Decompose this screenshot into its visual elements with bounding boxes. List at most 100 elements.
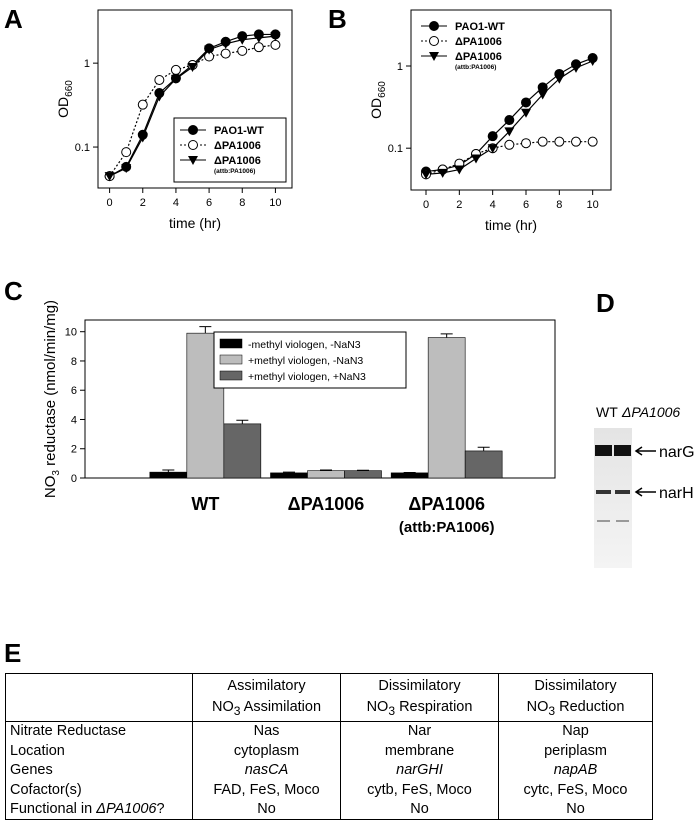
panel-label: E bbox=[4, 638, 21, 668]
gel-band bbox=[596, 490, 611, 494]
gel-band bbox=[597, 520, 610, 522]
x-tick-label: 8 bbox=[239, 197, 245, 209]
table-cell: Location bbox=[5, 741, 193, 761]
marker bbox=[521, 97, 531, 108]
gel: WT ΔPA1006 narG narH bbox=[594, 404, 695, 568]
gel-band bbox=[615, 490, 630, 494]
table-cell: membrane bbox=[340, 741, 499, 761]
marker bbox=[521, 138, 531, 149]
legend-label: ΔPA1006 bbox=[455, 51, 502, 63]
cell-text: Assimilation bbox=[240, 699, 322, 715]
marker bbox=[104, 172, 115, 182]
cell-text: nasCA bbox=[244, 762, 289, 779]
marker bbox=[188, 125, 198, 135]
y-axis-label: OD660 bbox=[368, 81, 388, 119]
legend-note: (attb:PA1006) bbox=[214, 168, 255, 175]
marker bbox=[237, 45, 248, 56]
table-cell: Nas bbox=[192, 721, 341, 742]
cell-text: cytc, FeS, Moco bbox=[523, 781, 628, 798]
series-line bbox=[425, 57, 593, 173]
cell-text: Functional in bbox=[10, 801, 97, 818]
cell-text: FAD, FeS, Moco bbox=[213, 781, 320, 798]
marker bbox=[137, 99, 148, 110]
table-cell: Genes bbox=[5, 760, 193, 781]
bar bbox=[307, 470, 345, 479]
x-tick-note: (attb:PA1006) bbox=[399, 519, 495, 536]
marker bbox=[454, 165, 465, 175]
marker bbox=[270, 32, 281, 42]
cell-text: 3 bbox=[233, 703, 241, 718]
header-cell: NO3 Respiration bbox=[340, 698, 499, 722]
cell-text: membrane bbox=[384, 742, 455, 759]
marker bbox=[188, 156, 198, 165]
error-bar bbox=[477, 446, 490, 451]
table-cell: Nitrate Reductase bbox=[5, 721, 193, 742]
error-bar bbox=[283, 471, 295, 473]
cell-text: cytoplasm bbox=[233, 742, 300, 759]
y-tick-label: 1 bbox=[84, 58, 90, 70]
marker bbox=[170, 64, 181, 75]
plot-frame bbox=[410, 9, 612, 191]
y-tick-label: 1 bbox=[397, 61, 403, 73]
error-bar bbox=[440, 333, 453, 338]
marker bbox=[154, 74, 165, 85]
bar bbox=[344, 470, 382, 479]
header-cell bbox=[5, 698, 193, 722]
marker bbox=[270, 39, 281, 50]
bar bbox=[149, 471, 188, 479]
x-axis-label: time (hr) bbox=[169, 215, 221, 231]
x-tick-label: 4 bbox=[173, 197, 179, 209]
cell-text: cytb, FeS, Moco bbox=[367, 781, 472, 798]
bar bbox=[223, 423, 262, 479]
cell-text: No bbox=[410, 801, 429, 818]
marker bbox=[237, 35, 248, 45]
x-tick-label: 4 bbox=[490, 199, 496, 211]
band-label: narG bbox=[659, 444, 695, 461]
x-axis-label: time (hr) bbox=[485, 217, 537, 233]
y-axis-label-part: reductase (nmol/min/mg) bbox=[42, 300, 59, 470]
legend-label: ΔPA1006 bbox=[214, 155, 261, 167]
marker bbox=[220, 39, 231, 49]
legend-box bbox=[213, 331, 407, 389]
cell-text: NO bbox=[366, 699, 389, 715]
cell-text: periplasm bbox=[544, 742, 607, 759]
table-cell: nasCA bbox=[192, 760, 341, 781]
marker bbox=[571, 63, 581, 73]
legend-label: ΔPA1006 bbox=[214, 140, 261, 152]
y-tick-label: 2 bbox=[71, 444, 77, 456]
table-cell: No bbox=[192, 799, 341, 821]
cell-text: NO bbox=[526, 699, 549, 715]
table-row: Functional in ΔPA1006? No No No bbox=[5, 799, 653, 821]
legend-note: (attb:PA1006) bbox=[455, 64, 496, 71]
table-cell: No bbox=[340, 799, 499, 821]
table-cell: napAB bbox=[498, 760, 653, 781]
y-tick-label: 4 bbox=[71, 414, 77, 426]
gel-band bbox=[614, 445, 631, 456]
marker bbox=[220, 48, 231, 59]
header-row: NO3 Assimilation NO3 Respiration NO3 Reduc… bbox=[5, 698, 653, 722]
cell-text: ? bbox=[156, 801, 165, 818]
marker bbox=[504, 115, 515, 126]
marker bbox=[253, 42, 264, 53]
error-bar bbox=[236, 419, 249, 424]
y-axis-label-sub: 660 bbox=[64, 80, 75, 97]
y-tick-label: 0.1 bbox=[388, 143, 403, 155]
cell-text: Nitrate Reductase bbox=[10, 723, 127, 740]
marker bbox=[421, 170, 431, 180]
y-axis-label: NO3 reductase (nmol/min/mg) bbox=[42, 300, 62, 498]
arrow bbox=[634, 446, 656, 456]
gel-band bbox=[595, 445, 612, 456]
marker bbox=[537, 136, 548, 147]
header-cell: Assimilatory bbox=[192, 673, 341, 698]
marker bbox=[587, 136, 598, 147]
bar bbox=[427, 337, 466, 479]
table-cell: Functional in ΔPA1006? bbox=[5, 799, 193, 821]
marker bbox=[504, 127, 515, 137]
marker bbox=[170, 74, 181, 84]
x-tick-label: ΔPA1006 bbox=[288, 494, 365, 514]
gel-band bbox=[616, 520, 629, 522]
header-cell: Dissimilatory bbox=[498, 673, 653, 698]
y-axis-label-part: NO bbox=[42, 476, 59, 499]
marker bbox=[487, 131, 498, 142]
